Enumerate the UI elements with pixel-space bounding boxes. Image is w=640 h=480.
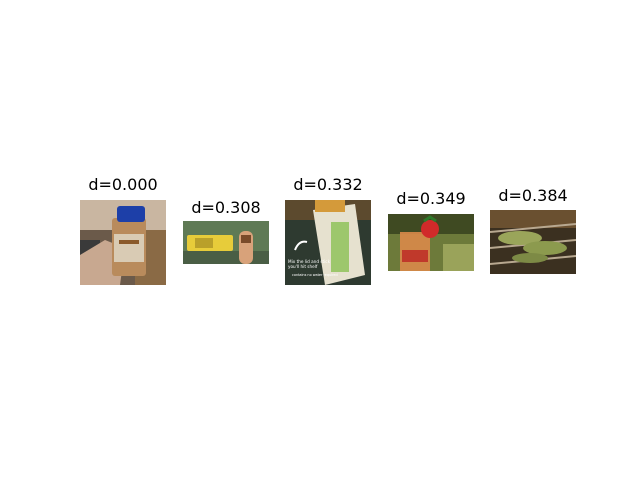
overlay-text-1: Mix the lid and stick bbox=[288, 259, 331, 264]
result-thumbnail-grilled-skewers[interactable] bbox=[490, 210, 576, 274]
distance-label: d=0.384 bbox=[498, 186, 568, 205]
result-thumbnail-iced-drink[interactable] bbox=[388, 214, 474, 271]
distance-label: d=0.332 bbox=[293, 175, 363, 194]
overlay-text-3: contains no water required bbox=[292, 273, 338, 277]
result-thumbnail-honey-bottle[interactable]: Mix the lid and stick you'll hit shelf c… bbox=[285, 200, 371, 285]
result-thumbnail-snack-bar[interactable] bbox=[183, 221, 269, 264]
distance-label: d=0.349 bbox=[396, 189, 466, 208]
result-thumbnail-spice-jar[interactable] bbox=[80, 200, 166, 285]
distance-label: d=0.000 bbox=[88, 175, 158, 194]
distance-label: d=0.308 bbox=[191, 198, 261, 217]
overlay-text-2: you'll hit shelf bbox=[288, 264, 318, 269]
